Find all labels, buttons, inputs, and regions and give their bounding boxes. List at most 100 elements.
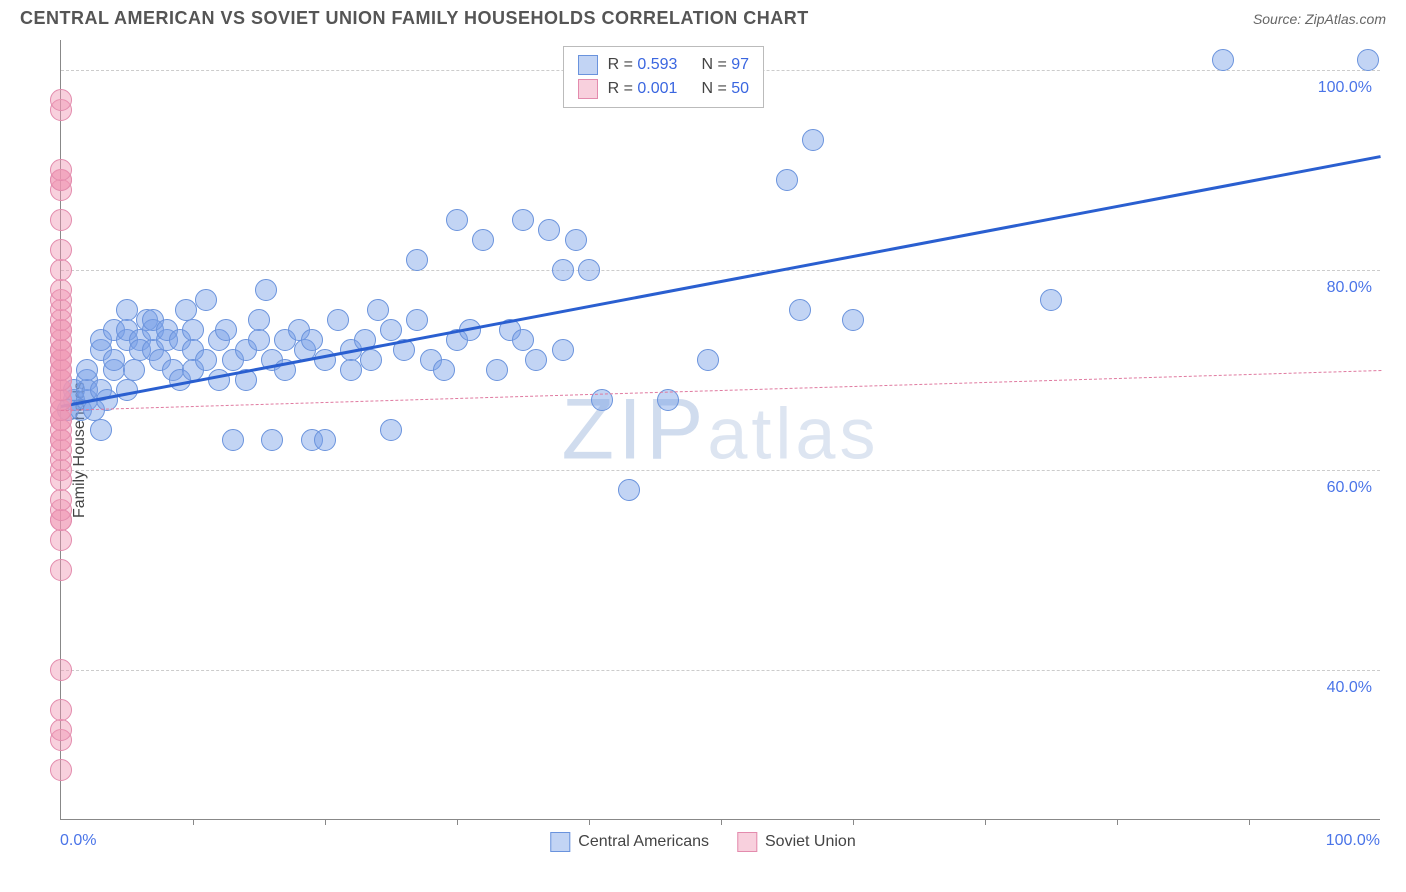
data-point	[195, 289, 217, 311]
x-tick-minor	[193, 819, 194, 825]
data-point	[50, 279, 72, 301]
data-point	[50, 559, 72, 581]
data-point	[578, 259, 600, 281]
legend-bottom: Central Americans Soviet Union	[550, 832, 855, 852]
data-point	[195, 349, 217, 371]
x-tick-minor	[457, 819, 458, 825]
plot-area: ZIPatlas 40.0%60.0%80.0%100.0%R = 0.593N…	[60, 40, 1380, 820]
data-point	[208, 369, 230, 391]
legend-n: N = 50	[701, 77, 749, 101]
data-point	[50, 159, 72, 181]
data-point	[103, 349, 125, 371]
data-point	[301, 329, 323, 351]
data-point	[50, 759, 72, 781]
data-point	[327, 309, 349, 331]
data-point	[472, 229, 494, 251]
legend-swatch	[578, 79, 598, 99]
data-point	[50, 699, 72, 721]
data-point	[90, 419, 112, 441]
data-point	[486, 359, 508, 381]
data-point	[433, 359, 455, 381]
data-point	[538, 219, 560, 241]
legend-bottom-label: Central Americans	[578, 833, 709, 851]
data-point	[406, 249, 428, 271]
data-point	[175, 299, 197, 321]
data-point	[340, 359, 362, 381]
data-point	[446, 209, 468, 231]
chart-header: CENTRAL AMERICAN VS SOVIET UNION FAMILY …	[0, 0, 1406, 33]
x-tick-min: 0.0%	[60, 832, 96, 850]
data-point	[525, 349, 547, 371]
legend-swatch	[550, 832, 570, 852]
data-point	[248, 309, 270, 331]
data-point	[552, 339, 574, 361]
x-tick-max: 100.0%	[1326, 832, 1380, 850]
legend-swatch	[737, 832, 757, 852]
x-tick-minor	[985, 819, 986, 825]
data-point	[123, 359, 145, 381]
legend-bottom-item: Central Americans	[550, 832, 709, 852]
data-point	[406, 309, 428, 331]
data-point	[842, 309, 864, 331]
x-tick-minor	[853, 819, 854, 825]
data-point	[367, 299, 389, 321]
data-point	[50, 89, 72, 111]
data-point	[50, 239, 72, 261]
data-point	[50, 489, 72, 511]
data-point	[1040, 289, 1062, 311]
data-point	[50, 659, 72, 681]
data-point	[261, 429, 283, 451]
chart-container: Family Households ZIPatlas 40.0%60.0%80.…	[20, 40, 1386, 860]
data-point	[182, 319, 204, 341]
data-point	[222, 429, 244, 451]
legend-top: R = 0.593 N = 97 R = 0.001 N = 50	[563, 46, 764, 108]
data-point	[1357, 49, 1379, 71]
gridline-h	[61, 670, 1380, 671]
data-point	[76, 359, 98, 381]
data-point	[116, 299, 138, 321]
y-tick-label: 60.0%	[1327, 479, 1372, 497]
y-tick-label: 80.0%	[1327, 279, 1372, 297]
legend-swatch	[578, 55, 598, 75]
data-point	[380, 319, 402, 341]
data-point	[552, 259, 574, 281]
chart-title: CENTRAL AMERICAN VS SOVIET UNION FAMILY …	[20, 8, 809, 29]
data-point	[50, 259, 72, 281]
x-tick-minor	[721, 819, 722, 825]
x-tick-minor	[589, 819, 590, 825]
data-point	[565, 229, 587, 251]
y-tick-label: 40.0%	[1327, 679, 1372, 697]
source-value: ZipAtlas.com	[1305, 11, 1386, 27]
source-label: Source:	[1253, 11, 1305, 27]
data-point	[789, 299, 811, 321]
y-tick-label: 100.0%	[1318, 79, 1372, 97]
chart-source: Source: ZipAtlas.com	[1253, 11, 1386, 27]
data-point	[248, 329, 270, 351]
gridline-h	[61, 470, 1380, 471]
data-point	[50, 209, 72, 231]
data-point	[314, 429, 336, 451]
data-point	[802, 129, 824, 151]
data-point	[512, 209, 534, 231]
data-point	[1212, 49, 1234, 71]
data-point	[512, 329, 534, 351]
data-point	[697, 349, 719, 371]
legend-bottom-item: Soviet Union	[737, 832, 856, 852]
data-point	[591, 389, 613, 411]
legend-top-row: R = 0.593 N = 97	[578, 53, 749, 77]
legend-n: N = 97	[701, 53, 749, 77]
gridline-h	[61, 270, 1380, 271]
legend-bottom-label: Soviet Union	[765, 833, 856, 851]
data-point	[314, 349, 336, 371]
data-point	[380, 419, 402, 441]
legend-top-row: R = 0.001 N = 50	[578, 77, 749, 101]
data-point	[255, 279, 277, 301]
data-point	[50, 719, 72, 741]
legend-r: R = 0.593	[608, 53, 678, 77]
x-tick-minor	[325, 819, 326, 825]
x-tick-minor	[1117, 819, 1118, 825]
data-point	[776, 169, 798, 191]
legend-r: R = 0.001	[608, 77, 678, 101]
x-tick-minor	[1249, 819, 1250, 825]
data-point	[50, 529, 72, 551]
